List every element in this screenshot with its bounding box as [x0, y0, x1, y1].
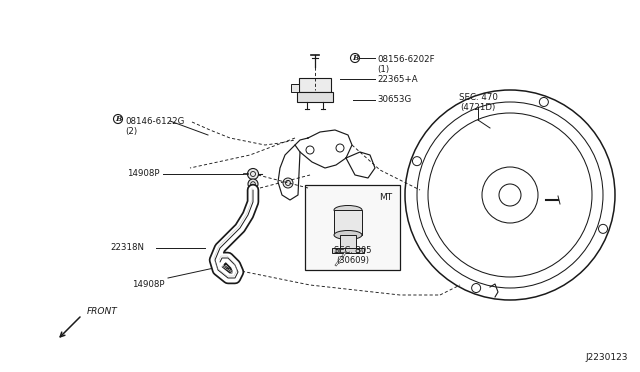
Text: SEC. 470
(4721D): SEC. 470 (4721D) [459, 93, 497, 112]
Text: B: B [115, 115, 121, 123]
Text: 08156-6202F
(1): 08156-6202F (1) [377, 55, 435, 74]
Circle shape [283, 178, 293, 188]
Text: 14908P: 14908P [132, 280, 165, 289]
Text: SEC. 305
(30609): SEC. 305 (30609) [333, 246, 371, 265]
Bar [340, 235, 356, 249]
Ellipse shape [334, 205, 362, 215]
Text: 08146-6122G
(2): 08146-6122G (2) [125, 117, 184, 137]
Text: MT: MT [379, 193, 392, 202]
Circle shape [248, 179, 258, 189]
Bar [299, 78, 331, 92]
Text: 22365+A: 22365+A [377, 74, 418, 83]
Bar [297, 92, 333, 102]
Bar [334, 210, 362, 235]
Bar [332, 248, 364, 253]
Text: J2230123: J2230123 [586, 353, 628, 362]
Ellipse shape [334, 231, 362, 240]
Text: 14908P: 14908P [127, 170, 160, 179]
Bar [291, 84, 299, 92]
Text: 30653G: 30653G [377, 96, 412, 105]
Text: 22318N: 22318N [110, 244, 144, 253]
Circle shape [248, 169, 259, 180]
Text: FRONT: FRONT [87, 307, 118, 315]
Bar [305, 185, 400, 270]
Text: B: B [352, 54, 358, 62]
Circle shape [214, 257, 225, 267]
